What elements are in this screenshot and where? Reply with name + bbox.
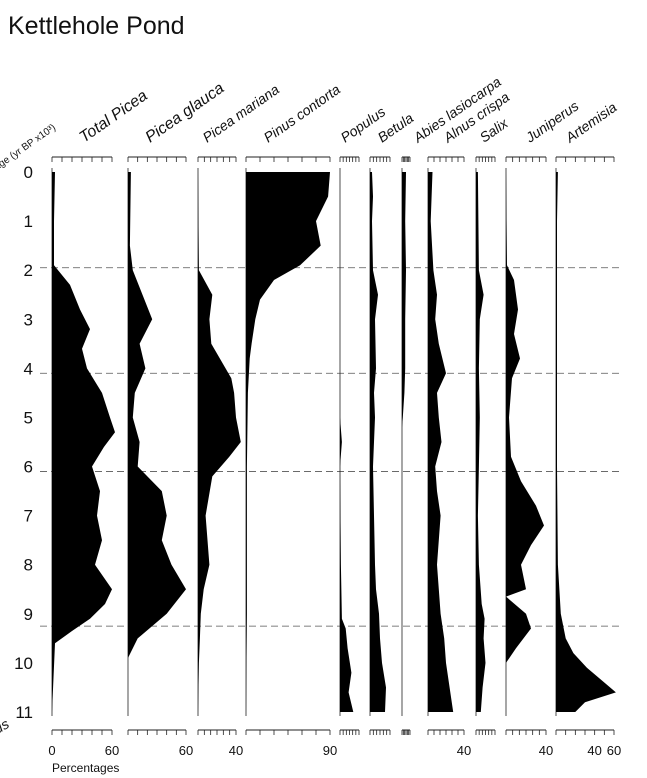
y-tick-label: 0	[24, 163, 33, 182]
y-tick-label: 8	[24, 556, 33, 575]
series-area	[428, 172, 454, 712]
x-axis-label: Percentages	[52, 761, 119, 775]
series-area	[246, 172, 330, 712]
series-area	[370, 172, 386, 712]
series-area	[198, 172, 241, 712]
y-tick-label: 7	[24, 507, 33, 526]
series-label: Total Picea	[77, 87, 151, 146]
series-area	[340, 172, 354, 712]
series-area	[506, 172, 544, 663]
series-area	[476, 172, 486, 712]
x-tick-label: 40	[539, 743, 553, 758]
chart-title: Kettlehole Pond	[8, 12, 185, 40]
y-tick-label: 2	[24, 261, 33, 280]
series-area	[402, 172, 406, 428]
x-tick-label: 60	[105, 743, 119, 758]
x-tick-label: 90	[323, 743, 337, 758]
series-area	[128, 172, 186, 658]
y-tick-label: 3	[24, 310, 33, 329]
x-tick-label: 40	[229, 743, 243, 758]
x-tick-label: 40	[587, 743, 601, 758]
corner-label: us	[0, 716, 12, 737]
y-tick-label: 6	[24, 458, 33, 477]
x-tick-label: 60	[607, 743, 621, 758]
x-tick-label: 40	[457, 743, 471, 758]
y-tick-label: 4	[24, 359, 33, 378]
y-tick-label: 5	[24, 408, 33, 427]
y-tick-label: 1	[24, 212, 33, 231]
x-tick-label: 60	[179, 743, 193, 758]
x-tick-label: 0	[48, 743, 55, 758]
y-tick-label: 10	[14, 654, 33, 673]
y-tick-label: 9	[24, 605, 33, 624]
series-area	[52, 172, 115, 712]
series-area	[556, 172, 616, 712]
y-tick-label: 11	[15, 703, 33, 722]
